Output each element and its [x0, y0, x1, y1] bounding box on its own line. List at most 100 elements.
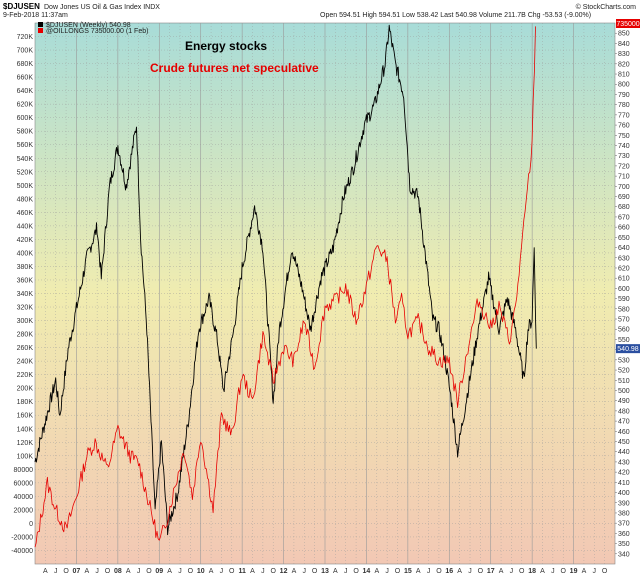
x-tick-label: A	[416, 568, 421, 575]
right-tick-label: 480	[618, 408, 630, 415]
legend-djusen: $DJUSEN (Weekly) 540.98	[46, 22, 131, 29]
x-tick-label: J	[95, 568, 99, 575]
x-tick-label: 18	[528, 568, 536, 575]
legend-swatch-djusen	[38, 22, 43, 27]
x-tick-label: J	[593, 568, 597, 575]
header-quote: Open 594.51 High 594.51 Low 538.42 Last …	[320, 12, 591, 19]
x-tick-label: 13	[321, 568, 329, 575]
top-tag-label: 735000	[616, 21, 639, 28]
right-tick-label: 380	[618, 510, 630, 517]
right-tick-label: 590	[618, 296, 630, 303]
header-symbol: $DJUSEN	[3, 2, 40, 11]
left-tick-label: 260K	[17, 345, 34, 352]
right-tick-label: 510	[618, 378, 630, 385]
x-tick-label: A	[43, 568, 48, 575]
x-tick-label: O	[312, 568, 318, 575]
x-tick-label: 09	[155, 568, 163, 575]
x-tick-label: O	[560, 568, 566, 575]
left-tick-label: 700K	[17, 48, 34, 55]
x-tick-label: A	[84, 568, 89, 575]
x-tick-label: O	[270, 568, 276, 575]
left-tick-label: 440K	[17, 223, 34, 230]
right-tick-label: 780	[618, 102, 630, 109]
right-tick-label: 730	[618, 153, 630, 160]
right-tick-label: 720	[618, 163, 630, 170]
right-tick-label: 790	[618, 92, 630, 99]
x-tick-label: 07	[73, 568, 81, 575]
left-tick-label: 660K	[17, 75, 34, 82]
x-tick-label: O	[229, 568, 235, 575]
x-tick-label: A	[126, 568, 131, 575]
right-tick-label: 560	[618, 327, 630, 334]
x-tick-label: 08	[114, 568, 122, 575]
legend-oillongs: @OILLONGS 735000.00 (1 Feb)	[46, 28, 148, 35]
right-tick-label: 610	[618, 276, 630, 283]
x-tick-label: A	[209, 568, 214, 575]
right-tick-label: 600	[618, 286, 630, 293]
x-tick-label: 16	[445, 568, 453, 575]
x-tick-label: O	[63, 568, 69, 575]
x-tick-label: J	[385, 568, 389, 575]
right-tick-label: 570	[618, 317, 630, 324]
x-tick-label: O	[395, 568, 401, 575]
left-tick-label: 380K	[17, 264, 34, 271]
left-tick-label: 600K	[17, 115, 34, 122]
left-tick-label: 200K	[17, 386, 34, 393]
right-tick-label: 450	[618, 439, 630, 446]
x-tick-label: J	[551, 568, 555, 575]
top-tag: 735000	[616, 19, 640, 28]
right-tick-label: 830	[618, 51, 630, 58]
left-tick-label: 180K	[17, 399, 34, 406]
x-tick-label: 14	[363, 568, 371, 575]
x-axis: A J O 07 A J O 08 A J O 09 A J O 10 A J O 11 A J O 12 A J O 13 A J O 14…	[43, 568, 608, 575]
x-tick-label: A	[582, 568, 587, 575]
annotation-energy-stocks: Energy stocks	[185, 39, 267, 53]
right-tick-label: 620	[618, 265, 630, 272]
right-tick-label: 690	[618, 194, 630, 201]
right-tick-label: 740	[618, 143, 630, 150]
right-tick-label: 420	[618, 470, 630, 477]
left-tick-label: 20000	[14, 507, 34, 514]
left-tick-label: 480K	[17, 196, 34, 203]
x-tick-label: J	[220, 568, 224, 575]
left-tick-label: 360K	[17, 277, 34, 284]
left-tick-label: 120K	[17, 440, 34, 447]
x-tick-label: A	[374, 568, 379, 575]
right-tick-label: 640	[618, 245, 630, 252]
right-tick-label: 820	[618, 61, 630, 68]
right-tick-label: 670	[618, 214, 630, 221]
right-tick-label: 370	[618, 521, 630, 528]
x-tick-label: A	[292, 568, 297, 575]
right-tick-label: 770	[618, 112, 630, 119]
left-tick-label: 160K	[17, 413, 34, 420]
left-tick-label: 560K	[17, 142, 34, 149]
legend-swatch-oillongs	[38, 28, 43, 33]
right-tick-label: 430	[618, 459, 630, 466]
x-tick-label: O	[188, 568, 194, 575]
right-tick-label: 580	[618, 306, 630, 313]
right-tick-label: 660	[618, 225, 630, 232]
right-tick-label: 710	[618, 174, 630, 181]
left-axis: 720K 700K 680K 660K 640K 620K 600K 580K 560K 540K…	[11, 34, 33, 555]
right-tick-label: 810	[618, 72, 630, 79]
right-tick-label: 630	[618, 255, 630, 262]
left-tick-label: 40000	[14, 494, 34, 501]
right-tick-label: 410	[618, 480, 630, 487]
right-tick-label: 360	[618, 531, 630, 538]
x-tick-label: 17	[487, 568, 495, 575]
x-tick-label: O	[436, 568, 442, 575]
right-axis: 850 840 830 820 810 800 790 780 770 760 750 740 730 7…	[615, 31, 630, 558]
x-tick-label: A	[250, 568, 255, 575]
left-tick-label: 60000	[14, 480, 34, 487]
x-tick-label: 15	[404, 568, 412, 575]
left-tick-label: -40000	[11, 548, 33, 555]
x-tick-label: J	[54, 568, 58, 575]
right-tick-label: 850	[618, 31, 630, 38]
right-tick-label: 500	[618, 388, 630, 395]
x-tick-label: 12	[280, 568, 288, 575]
left-tick-label: 500K	[17, 183, 34, 190]
left-tick-label: 400K	[17, 250, 34, 257]
x-tick-label: J	[510, 568, 514, 575]
right-tick-label: 340	[618, 551, 630, 558]
